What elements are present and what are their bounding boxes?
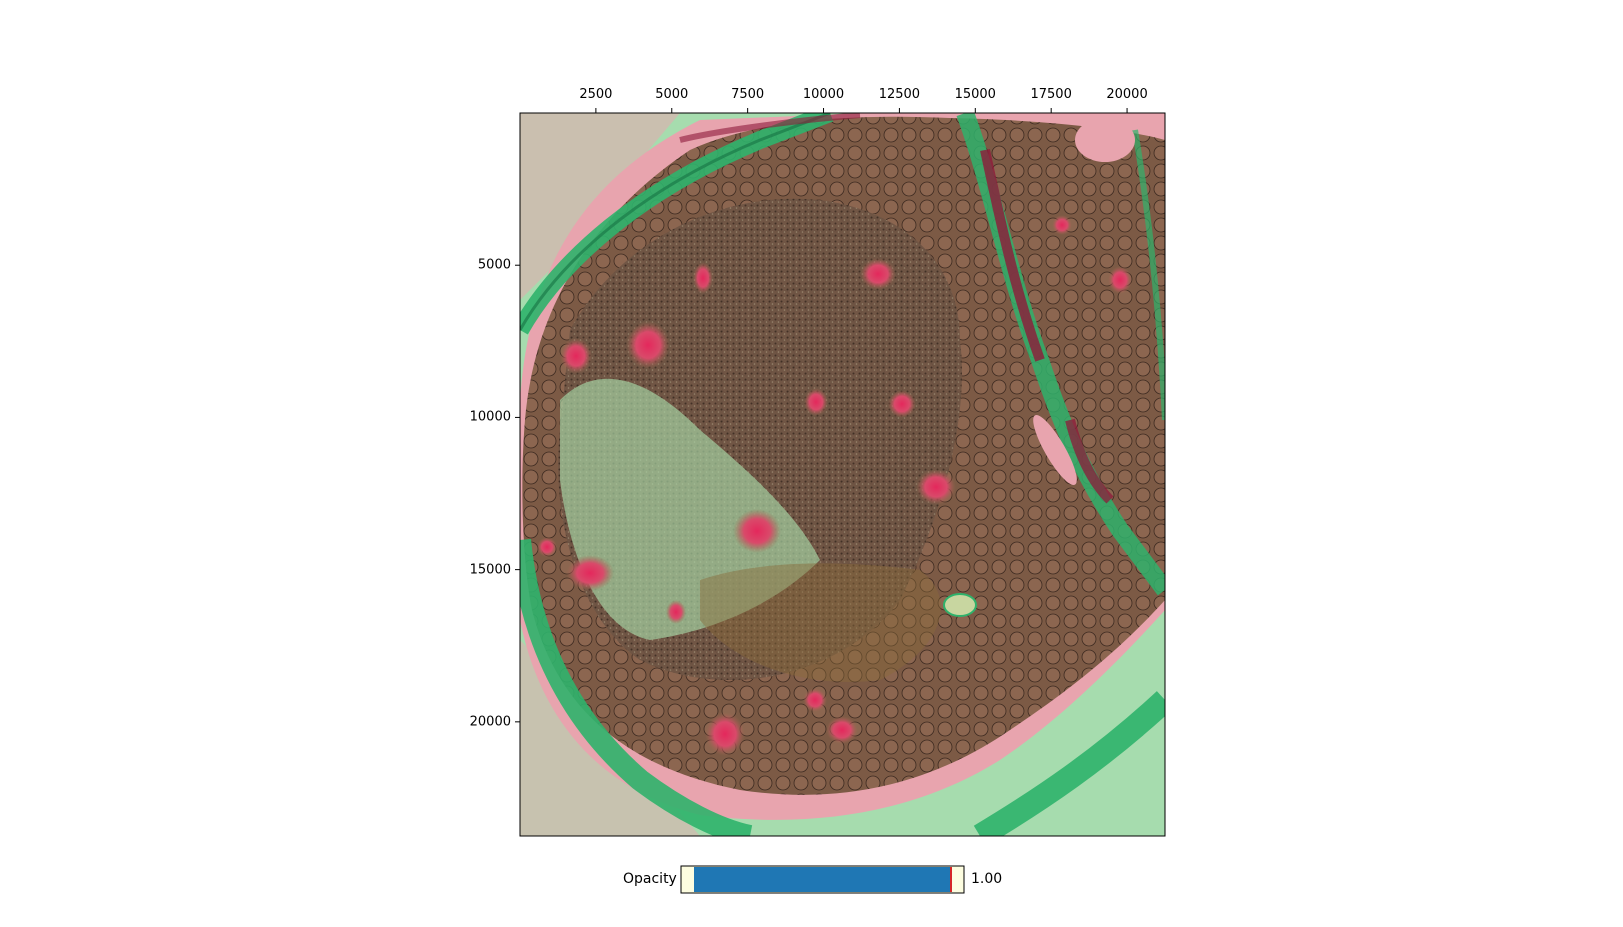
hotspot	[1075, 118, 1135, 162]
hotspot	[804, 388, 828, 416]
x-tick-label: 10000	[802, 87, 845, 102]
hotspot	[860, 258, 896, 290]
x-tick-label: 7500	[731, 87, 765, 102]
vessel-core	[980, 148, 1045, 362]
x-tick-label: 17500	[1030, 87, 1072, 102]
y-tick-marks	[515, 264, 520, 723]
capsule-band	[520, 538, 753, 836]
hotspot	[1108, 266, 1132, 294]
hotspots	[537, 118, 1135, 756]
hotspot	[705, 712, 745, 756]
x-tick-label: 2500	[579, 87, 613, 102]
heatmap-overlay	[520, 113, 1165, 836]
opacity-slider[interactable]	[680, 865, 965, 894]
hotspot	[693, 262, 713, 294]
hotspot	[1033, 415, 1077, 485]
hotspot	[566, 555, 614, 591]
y-tick-label: 10000	[469, 409, 511, 425]
opacity-label: Opacity	[623, 871, 677, 887]
y-tick-label: 20000	[469, 714, 511, 730]
hotspot	[733, 509, 781, 553]
hotspot	[916, 469, 956, 505]
hotspot	[626, 321, 670, 369]
vessel-band	[1132, 129, 1165, 421]
hotspot	[803, 688, 827, 712]
vessel-band-edge	[520, 113, 831, 331]
stroma-region	[700, 563, 941, 682]
slider-fill	[694, 867, 951, 892]
vessel-core	[679, 113, 861, 143]
vessel-core	[1065, 418, 1114, 504]
axes-frame	[519, 112, 1166, 837]
x-tick-label: 20000	[1106, 87, 1148, 102]
hotspot	[560, 338, 592, 374]
capsule-band	[973, 691, 1165, 836]
opacity-value: 1.00	[971, 871, 1003, 887]
x-tick-label: 5000	[655, 87, 689, 102]
hotspot	[1052, 215, 1072, 235]
stroma-region	[560, 378, 820, 640]
y-tick-label: 15000	[469, 562, 511, 578]
x-tick-marks	[595, 108, 1128, 113]
hotspot	[666, 600, 686, 624]
x-tick-label: 12500	[878, 87, 921, 102]
hotspot	[826, 716, 858, 744]
hotspot	[537, 537, 557, 557]
y-tick-label: 5000	[477, 257, 511, 273]
hotspot	[943, 593, 977, 617]
x-tick-label: 15000	[954, 87, 996, 102]
hotspot	[888, 390, 916, 418]
